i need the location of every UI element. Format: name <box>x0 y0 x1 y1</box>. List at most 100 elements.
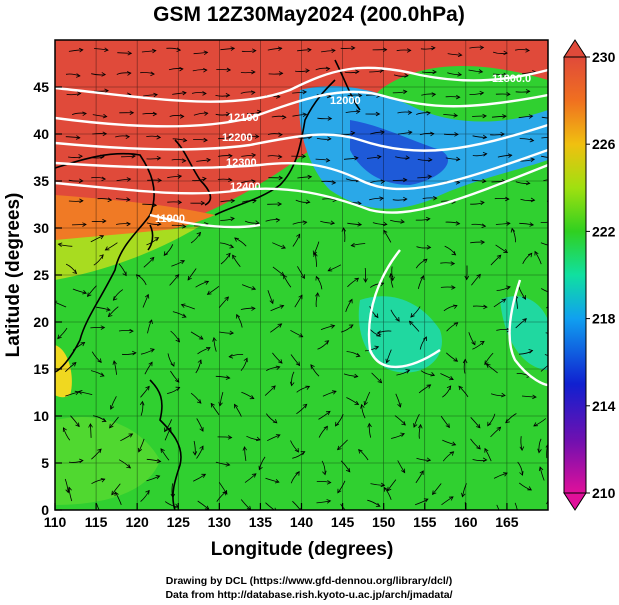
streamline-arrow <box>315 292 320 297</box>
streamline-arrow <box>478 69 484 74</box>
streamline-arrow <box>137 447 143 453</box>
streamline <box>96 503 100 510</box>
streamline-arrow <box>503 72 508 78</box>
streamline-arrow <box>532 394 537 400</box>
streamline <box>218 296 229 308</box>
streamline-arrow <box>305 68 310 73</box>
streamline-arrow <box>549 491 553 495</box>
streamline <box>541 136 548 139</box>
streamline-arrow <box>357 222 363 227</box>
streamline <box>78 391 93 395</box>
streamline <box>290 354 300 366</box>
streamline <box>397 131 412 135</box>
streamline <box>241 284 256 290</box>
streamline <box>414 498 429 506</box>
streamline <box>471 274 481 286</box>
streamline-arrow <box>426 245 432 250</box>
streamline-arrow <box>481 178 487 184</box>
streamline-arrow <box>450 261 456 266</box>
streamline-arrow <box>82 222 87 227</box>
streamline-arrow <box>126 71 132 76</box>
colorbar-tick-label: 230 <box>592 49 616 65</box>
streamline <box>521 395 537 398</box>
streamline-arrow <box>201 473 207 478</box>
streamline-arrow <box>455 180 461 185</box>
streamline-arrow <box>71 361 77 367</box>
streamline <box>410 306 421 318</box>
streamline <box>347 222 362 226</box>
streamline-arrow <box>382 47 388 53</box>
streamline-arrow <box>278 132 283 137</box>
streamline <box>493 73 508 76</box>
streamline-arrow <box>122 271 127 277</box>
streamline-arrow <box>454 132 459 137</box>
streamline-arrow <box>57 334 62 340</box>
streamline-arrow <box>451 251 457 256</box>
streamline <box>220 218 235 221</box>
streamline-arrow <box>99 254 104 259</box>
streamline-arrow <box>277 323 283 328</box>
streamline-arrow <box>367 422 372 428</box>
streamline-arrow <box>145 385 150 391</box>
streamline-arrow <box>377 378 383 384</box>
streamline <box>547 73 548 74</box>
streamline <box>495 222 510 225</box>
streamline <box>546 200 548 202</box>
streamline-arrow <box>426 111 431 116</box>
streamline <box>267 155 282 158</box>
streamline-arrow <box>380 179 386 184</box>
x-axis: 110 115 120 125 130 135 140 145 150 155 160 165 <box>44 503 519 530</box>
streamline <box>68 179 83 182</box>
streamline-arrow <box>462 358 468 364</box>
streamline-arrow <box>105 307 111 312</box>
streamlines <box>55 45 562 510</box>
streamline <box>143 257 155 268</box>
streamline <box>490 133 505 136</box>
streamline-arrow <box>126 221 131 227</box>
contour-label-12400: 12400 <box>230 181 261 193</box>
streamline <box>290 471 300 484</box>
streamline <box>140 386 150 398</box>
streamline-arrow <box>151 48 157 54</box>
streamline-arrow <box>125 134 131 140</box>
streamline <box>345 299 353 313</box>
streamline-arrow <box>82 111 87 117</box>
streamline <box>196 418 204 432</box>
streamline-arrow <box>510 227 516 233</box>
streamline-arrow <box>558 71 562 75</box>
x-tick-label: 165 <box>495 514 519 530</box>
streamline-arrow <box>88 423 93 428</box>
streamline-arrow <box>109 423 114 429</box>
streamline <box>396 49 411 52</box>
streamline-arrow <box>525 48 530 53</box>
streamline <box>193 52 208 55</box>
streamline-arrow <box>230 46 236 51</box>
streamline <box>493 298 506 308</box>
streamline-arrow <box>251 153 257 158</box>
streamline <box>109 416 119 429</box>
streamline-arrow <box>354 155 359 161</box>
streamline-arrow <box>431 92 437 97</box>
streamline-arrow <box>556 333 560 337</box>
streamline-arrow <box>538 466 544 472</box>
contour-label-11800: 11800.0 <box>492 73 531 85</box>
streamline <box>337 439 348 450</box>
streamline-arrow <box>295 471 300 476</box>
streamline-arrow <box>487 421 492 427</box>
streamline <box>340 47 355 49</box>
streamline-arrow <box>479 90 485 96</box>
streamline <box>370 483 385 486</box>
streamline <box>484 448 492 462</box>
streamline-arrow <box>350 242 356 248</box>
streamline <box>68 49 83 52</box>
streamline-arrow <box>448 496 454 501</box>
streamline-arrow <box>177 174 183 179</box>
streamline-arrow <box>203 50 209 56</box>
streamline <box>486 363 498 374</box>
streamline-arrow <box>78 178 84 184</box>
streamline <box>192 178 207 182</box>
streamline-arrow <box>355 69 360 75</box>
streamline-arrow <box>479 340 485 346</box>
streamline-arrow <box>348 324 354 329</box>
streamline-arrow <box>401 421 406 426</box>
